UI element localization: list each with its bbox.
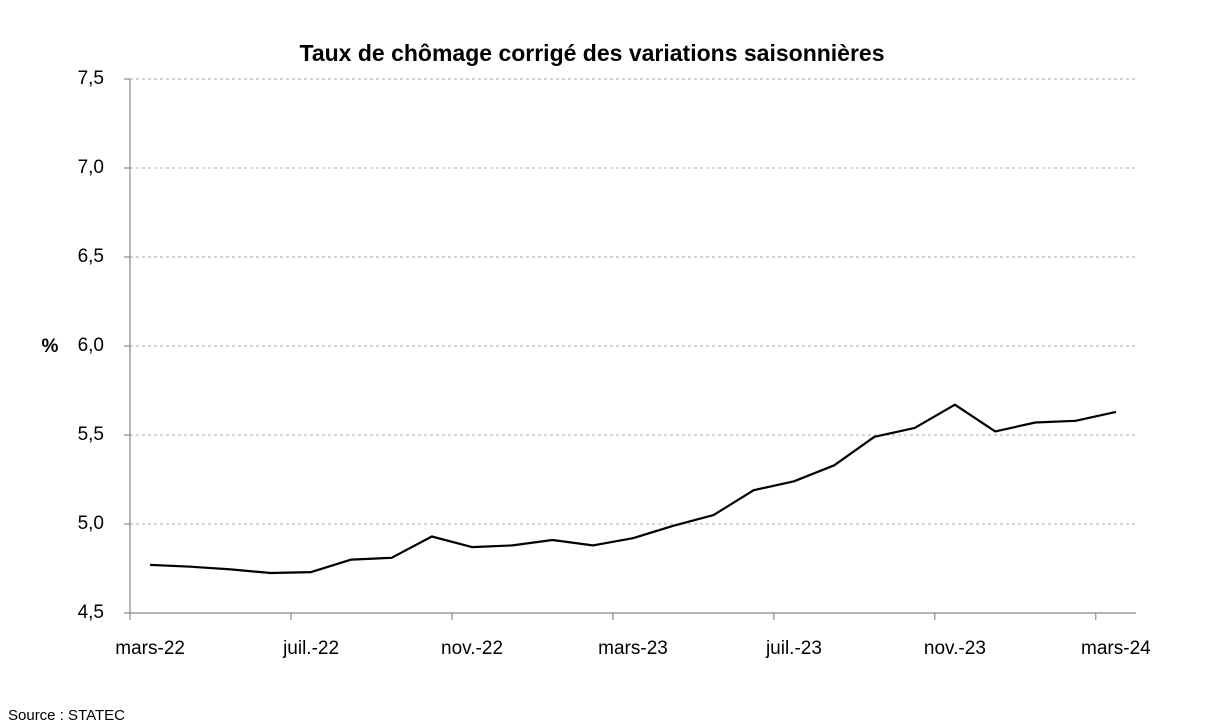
data-line: [150, 403, 1117, 575]
x-tick-label: juil.-23: [765, 638, 822, 659]
y-tick-label: 4,5: [78, 602, 104, 623]
x-tick-label: mars-22: [115, 638, 185, 659]
x-tick-label: mars-24: [1081, 638, 1151, 659]
y-tick-label: 5,5: [78, 424, 104, 445]
x-tick-label: nov.-23: [924, 638, 986, 659]
y-tick-label: 7,5: [78, 68, 104, 89]
source: Source : STATEC: [8, 707, 125, 720]
x-tick-label: nov.-22: [441, 638, 503, 659]
y-axis-label: %: [42, 336, 59, 357]
y-tick-label: 6,0: [78, 335, 104, 356]
chart-title: Taux de chômage corrigé des variations s…: [299, 40, 884, 66]
x-tick-label: mars-23: [598, 638, 668, 659]
y-tick-label: 7,0: [78, 157, 104, 178]
x-tick-label: juil.-22: [282, 638, 339, 659]
y-tick-label: 6,5: [78, 246, 104, 267]
y-tick-label: 5,0: [78, 513, 104, 534]
